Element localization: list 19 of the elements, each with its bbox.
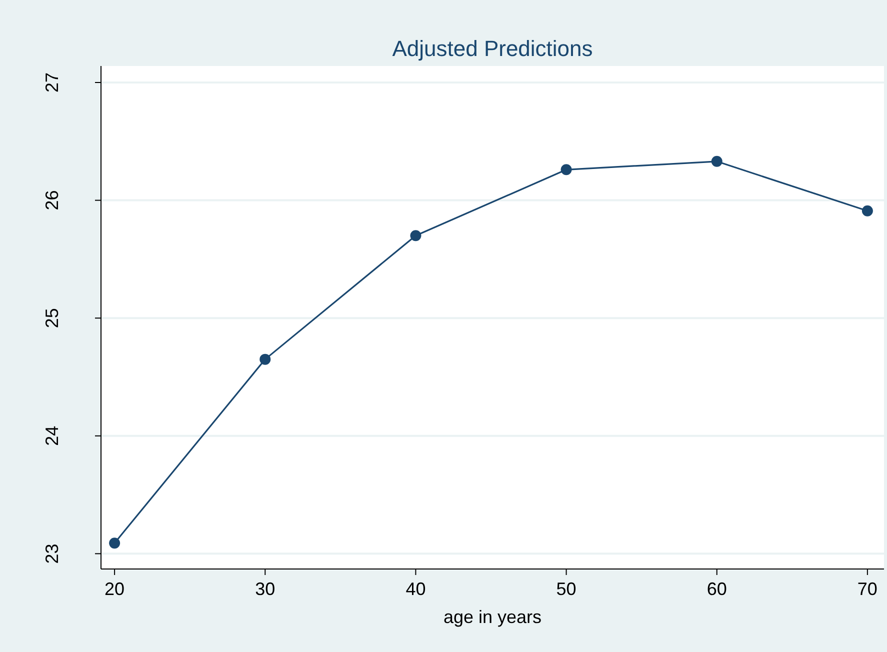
chart-title: Adjusted Predictions <box>392 36 593 61</box>
point <box>109 538 120 549</box>
y-tick-label: 23 <box>42 544 62 564</box>
point <box>711 156 722 167</box>
y-tick-label: 27 <box>42 72 62 93</box>
x-tick-label: 40 <box>406 579 426 599</box>
x-tick-label: 30 <box>255 579 276 599</box>
x-axis-title: age in years <box>443 607 542 627</box>
x-tick-label: 70 <box>857 579 878 599</box>
y-tick-label: 24 <box>42 426 62 446</box>
x-tick-label: 60 <box>706 579 727 599</box>
y-tick-label: 25 <box>42 308 62 328</box>
point <box>862 205 873 216</box>
point <box>260 354 271 365</box>
point <box>410 230 422 242</box>
x-tick-label: 20 <box>104 579 125 599</box>
point <box>560 164 572 176</box>
y-tick-label: 26 <box>42 190 62 210</box>
x-tick-label: 50 <box>556 579 576 599</box>
